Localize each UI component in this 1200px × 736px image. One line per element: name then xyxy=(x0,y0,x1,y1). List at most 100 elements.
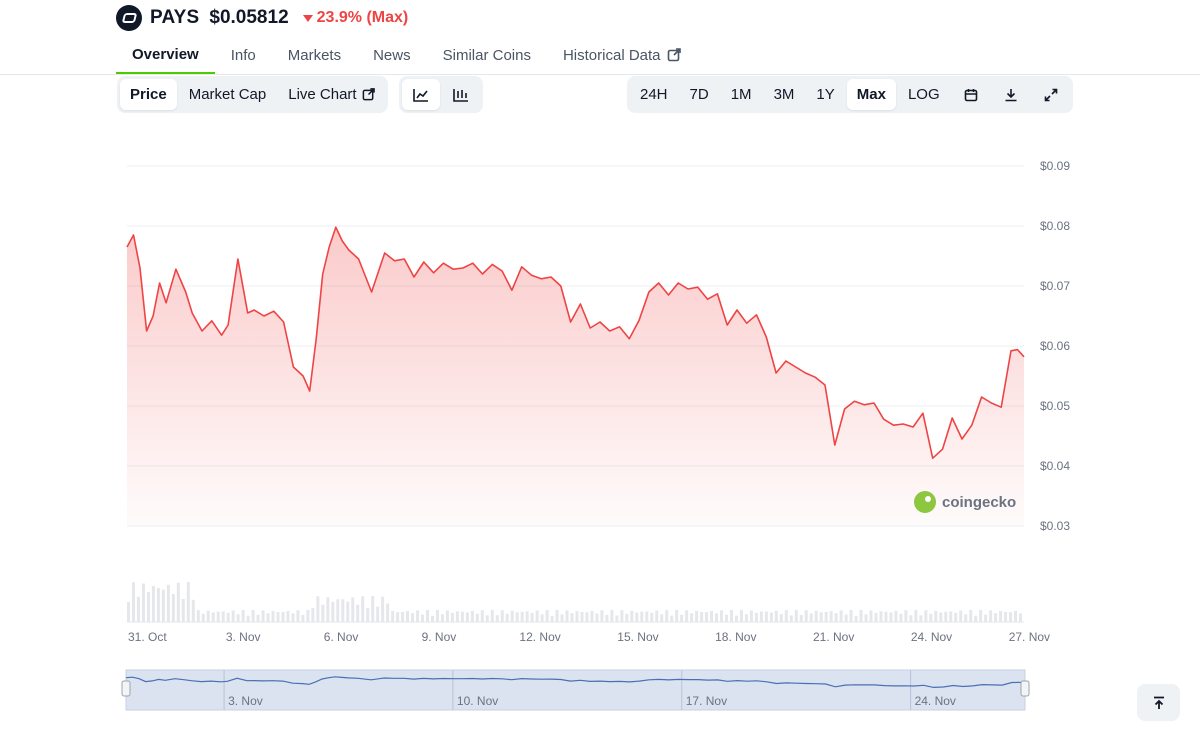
market-cap-button-label: Market Cap xyxy=(188,86,267,103)
tab-historical-data-label: Historical Data xyxy=(562,46,661,64)
volume-bar xyxy=(844,614,848,622)
watermark-text: coingecko xyxy=(942,493,1017,511)
log-scale-button[interactable]: LOG xyxy=(898,79,950,110)
tab-similar-coins[interactable]: Similar Coins xyxy=(427,36,547,74)
volume-bar xyxy=(396,612,400,622)
volume-bar xyxy=(904,610,908,622)
y-tick-label: $0.03 xyxy=(1040,519,1070,533)
volume-bar xyxy=(934,610,938,622)
volume-bar xyxy=(226,612,230,622)
calendar-icon xyxy=(964,88,977,101)
volume-bar xyxy=(166,584,170,622)
volume-bar xyxy=(789,615,793,622)
volume-bar xyxy=(889,612,893,622)
range-7d-button[interactable]: 7D xyxy=(680,79,719,110)
x-tick-label: 21. Nov xyxy=(813,630,854,644)
volume-bar xyxy=(480,610,484,622)
range-1m-button[interactable]: 1M xyxy=(721,79,762,110)
caret-down-icon xyxy=(302,14,313,22)
volume-bar xyxy=(286,610,290,622)
volume-bar xyxy=(924,610,928,622)
volume-bar xyxy=(705,612,709,622)
volume-bar xyxy=(545,610,549,622)
volume-bar xyxy=(715,613,719,622)
volume-bar xyxy=(610,610,614,622)
range-toggle: 24H 7D 1M 3M 1Y Max LOG xyxy=(627,76,1073,113)
navigator-handle[interactable] xyxy=(121,680,131,697)
volume-bar xyxy=(206,610,210,622)
range-24h-button[interactable]: 24H xyxy=(630,79,678,110)
coin-symbol: PAYS xyxy=(150,7,200,28)
navigator-window[interactable] xyxy=(125,669,1026,711)
volume-bar xyxy=(660,614,664,622)
volume-bar xyxy=(146,592,150,622)
volume-bar xyxy=(321,604,325,622)
range-1y-button[interactable]: 1Y xyxy=(806,79,844,110)
price-button[interactable]: Price xyxy=(120,79,177,110)
candlestick-chart-button[interactable] xyxy=(442,79,480,110)
line-chart-button[interactable] xyxy=(402,79,440,110)
candlestick-chart-icon xyxy=(453,88,468,102)
volume-bar xyxy=(734,615,738,622)
y-tick-label: $0.07 xyxy=(1040,279,1070,293)
price-line xyxy=(126,226,1025,459)
volume-bar xyxy=(191,599,195,622)
tab-info[interactable]: Info xyxy=(215,36,272,74)
volume-bar xyxy=(306,610,310,622)
y-tick-label: $0.09 xyxy=(1040,159,1070,173)
fullscreen-button[interactable] xyxy=(1032,79,1070,110)
volume-bar xyxy=(869,610,873,622)
range-max-button[interactable]: Max xyxy=(846,79,896,110)
volume-bar xyxy=(241,610,245,622)
price-button-label: Price xyxy=(130,86,167,103)
volume-bar xyxy=(804,610,808,622)
range-3m-button[interactable]: 3M xyxy=(764,79,805,110)
volume-bar xyxy=(964,614,968,622)
calendar-button[interactable] xyxy=(952,79,990,110)
scroll-to-top-button[interactable] xyxy=(1137,684,1180,721)
volume-bar xyxy=(1004,611,1008,622)
navigator-tick-label: 3. Nov xyxy=(228,694,263,708)
volume-bar xyxy=(580,611,584,622)
volume-bar xyxy=(460,611,464,622)
volume-bar xyxy=(495,615,499,622)
volume-bar xyxy=(386,603,390,622)
volume-bar xyxy=(759,611,763,622)
volume-bar xyxy=(864,614,868,622)
coin-price: $0.05812 xyxy=(209,7,289,28)
tab-markets[interactable]: Markets xyxy=(272,36,357,74)
market-cap-button[interactable]: Market Cap xyxy=(179,79,277,110)
download-button[interactable] xyxy=(992,79,1030,110)
line-chart-icon xyxy=(413,88,428,102)
volume-bar xyxy=(630,610,634,622)
volume-bar xyxy=(969,610,973,622)
live-chart-button[interactable]: Live Chart xyxy=(278,79,384,110)
volume-bar xyxy=(764,611,768,622)
external-link-icon xyxy=(667,48,681,62)
price-change: 23.9% (Max) xyxy=(302,9,408,27)
price-area xyxy=(127,227,1024,526)
volume-bar xyxy=(535,610,539,622)
tab-historical-data[interactable]: Historical Data xyxy=(547,36,697,74)
volume-bar xyxy=(276,611,280,622)
volume-bar xyxy=(570,613,574,622)
navigator-tick-label: 17. Nov xyxy=(686,694,727,708)
volume-bar xyxy=(346,601,350,622)
x-tick-label: 31. Oct xyxy=(128,630,167,644)
fullscreen-icon xyxy=(1044,88,1057,101)
volume-bar xyxy=(899,613,903,622)
navigator-handle[interactable] xyxy=(1020,680,1030,697)
volume-bar xyxy=(655,610,659,622)
volume-bar xyxy=(595,613,599,622)
volume-bar xyxy=(221,611,225,622)
range-3m-label: 3M xyxy=(773,86,795,103)
volume-bar xyxy=(525,611,529,622)
volume-bar xyxy=(585,612,589,622)
volume-bar xyxy=(620,610,624,622)
tab-overview[interactable]: Overview xyxy=(116,36,215,74)
tab-news[interactable]: News xyxy=(357,36,427,74)
volume-bar xyxy=(794,610,798,622)
volume-bar xyxy=(635,612,639,622)
volume-bar xyxy=(510,610,514,622)
volume-bar xyxy=(440,614,444,622)
